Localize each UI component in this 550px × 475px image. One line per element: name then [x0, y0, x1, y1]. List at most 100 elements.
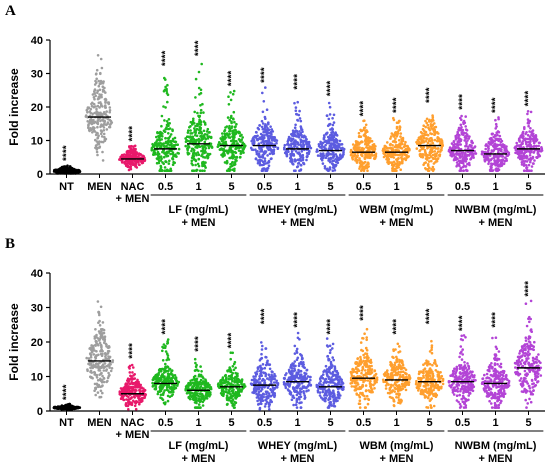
data-point	[466, 129, 469, 132]
data-point	[94, 383, 97, 386]
y-axis-label: Fold increase	[7, 303, 21, 381]
data-point	[267, 167, 270, 170]
data-point	[293, 169, 296, 172]
data-point	[438, 138, 441, 141]
data-point	[174, 140, 177, 143]
data-point	[265, 364, 268, 367]
data-point	[124, 385, 127, 388]
data-point	[193, 127, 196, 130]
data-point	[241, 378, 244, 381]
data-point	[191, 392, 194, 395]
data-point	[430, 120, 433, 123]
panel-label: B	[5, 236, 15, 252]
data-point	[189, 132, 192, 135]
data-point	[208, 395, 211, 398]
data-point	[428, 166, 431, 169]
x-tick-label: 0.5	[158, 181, 173, 193]
data-point	[59, 168, 62, 171]
data-point	[300, 120, 303, 123]
data-point	[100, 372, 103, 375]
x-tick-label: 0.5	[356, 417, 371, 429]
data-point	[103, 377, 106, 380]
data-point	[530, 111, 533, 114]
data-point	[189, 141, 192, 144]
data-point	[400, 138, 403, 141]
data-point	[165, 350, 168, 353]
data-point	[230, 382, 233, 385]
data-point	[197, 145, 200, 148]
data-point	[138, 403, 141, 406]
data-point	[224, 374, 227, 377]
data-point	[93, 103, 96, 106]
data-point	[190, 395, 193, 398]
data-point	[89, 352, 92, 355]
data-point	[529, 127, 532, 130]
data-point	[200, 370, 203, 373]
data-point	[466, 169, 469, 172]
series-lf-5: ****	[217, 333, 247, 409]
significance-marker: ****	[524, 91, 535, 107]
data-point	[232, 118, 235, 121]
data-point	[104, 362, 107, 365]
data-point	[426, 133, 429, 136]
data-point	[262, 131, 265, 134]
data-point	[137, 397, 140, 400]
data-point	[362, 120, 365, 123]
data-point	[295, 106, 298, 109]
data-point	[459, 169, 462, 172]
data-point	[484, 148, 487, 151]
data-point	[265, 169, 268, 172]
data-point	[456, 141, 459, 144]
data-point	[165, 366, 168, 369]
data-point	[87, 106, 90, 109]
data-point	[472, 147, 475, 150]
data-point	[296, 141, 299, 144]
data-point	[208, 131, 211, 134]
data-point	[103, 329, 106, 332]
data-point	[152, 377, 155, 380]
data-point	[323, 146, 326, 149]
data-point	[142, 397, 145, 400]
data-point	[261, 92, 264, 95]
data-point	[272, 136, 275, 139]
data-point	[99, 145, 102, 148]
data-point	[465, 160, 468, 163]
data-point	[418, 138, 421, 141]
data-point	[334, 169, 337, 172]
data-point	[95, 357, 98, 360]
data-point	[185, 139, 188, 142]
data-point	[521, 163, 524, 166]
data-point	[392, 133, 395, 136]
data-point	[201, 397, 204, 400]
data-point	[264, 116, 267, 119]
data-point	[264, 157, 267, 160]
data-point	[269, 399, 272, 402]
data-point	[502, 159, 505, 162]
data-point	[268, 403, 271, 406]
data-point	[494, 168, 497, 171]
significance-marker: ****	[425, 87, 436, 103]
x-tick-label: 0.5	[455, 417, 470, 429]
data-point	[103, 129, 106, 132]
data-point	[125, 398, 128, 401]
data-point	[201, 169, 204, 172]
data-point	[237, 378, 240, 381]
data-point	[167, 132, 170, 135]
data-point	[525, 167, 528, 170]
group-label: WBM (mg/mL)	[360, 204, 434, 216]
data-point	[195, 152, 198, 155]
data-point	[359, 159, 362, 162]
data-point	[160, 378, 163, 381]
group-sublabel: + MEN	[479, 217, 513, 229]
data-point	[94, 121, 97, 124]
data-point	[365, 124, 368, 127]
data-point	[159, 168, 162, 171]
data-point	[224, 136, 227, 139]
data-point	[460, 115, 463, 118]
data-point	[198, 71, 201, 74]
data-point	[168, 160, 171, 163]
data-point	[193, 111, 196, 114]
x-tick-label: 1	[393, 181, 399, 193]
data-point	[523, 169, 526, 172]
data-point	[128, 402, 131, 405]
